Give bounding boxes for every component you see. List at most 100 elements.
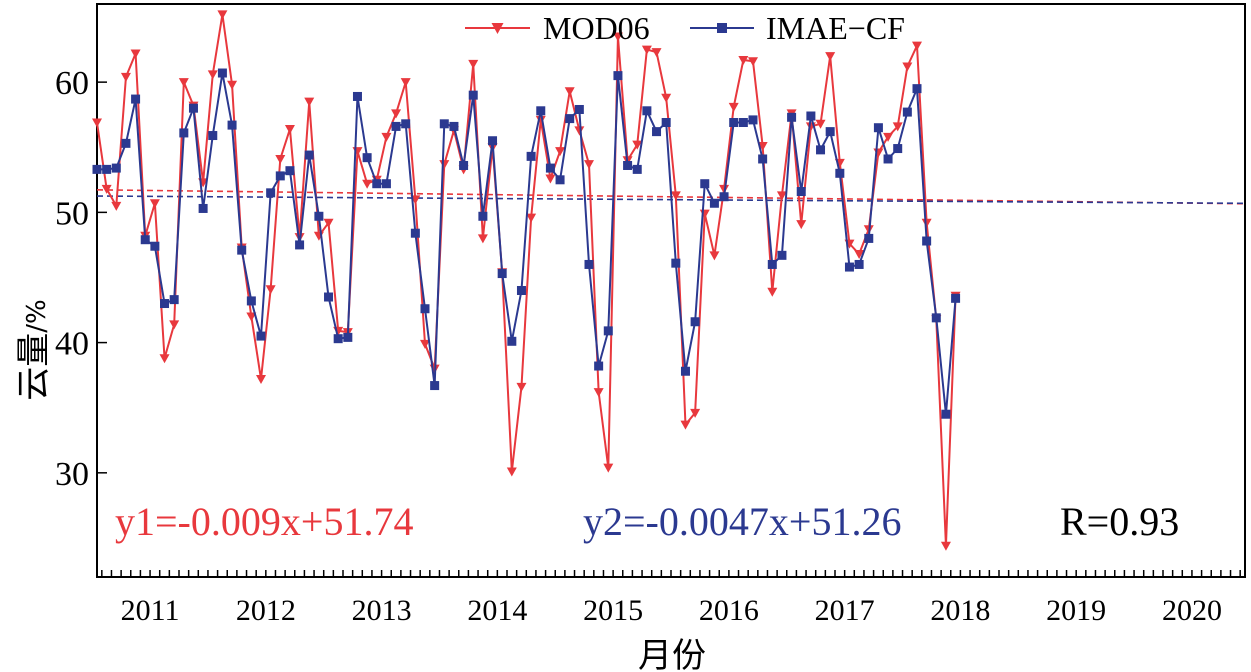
point-0-4 (130, 49, 141, 59)
point-0-64 (709, 251, 720, 261)
point-0-22 (304, 97, 315, 107)
point-0-49 (564, 87, 575, 97)
point-1-1 (102, 164, 112, 174)
point-0-62 (690, 408, 701, 418)
point-1-77 (835, 168, 845, 178)
point-1-67 (738, 118, 748, 128)
point-0-69 (757, 141, 768, 151)
point-0-79 (854, 250, 865, 260)
point-0-73 (796, 220, 807, 230)
y-axis-title: 云量/% (14, 299, 54, 400)
point-1-26 (343, 332, 353, 342)
point-1-51 (584, 259, 594, 269)
series-line-1 (97, 72, 957, 415)
point-0-76 (825, 52, 836, 62)
point-0-75 (815, 119, 826, 129)
point-0-66 (728, 102, 739, 112)
point-1-17 (256, 331, 266, 341)
point-0-12 (207, 70, 218, 80)
point-1-85 (912, 84, 922, 94)
point-1-63 (700, 179, 710, 189)
point-1-53 (603, 326, 613, 336)
point-0-8 (169, 320, 180, 330)
point-0-54 (612, 32, 623, 42)
point-0-71 (776, 191, 787, 201)
point-1-43 (507, 336, 517, 346)
point-0-16 (246, 312, 257, 322)
point-1-82 (883, 154, 893, 164)
y-axis-title-main: 云量 (14, 333, 54, 401)
legend-marker-0 (491, 23, 504, 34)
legend-label-0: MOD06 (543, 10, 650, 46)
point-0-68 (748, 57, 758, 67)
point-0-0 (92, 118, 102, 128)
point-1-20 (285, 166, 295, 176)
point-1-29 (372, 179, 382, 189)
point-1-36 (439, 119, 449, 129)
point-0-52 (593, 388, 604, 398)
legend-label-1: IMAE−CF (766, 10, 905, 46)
y-tick-label-40: 40 (55, 326, 89, 363)
point-0-43 (506, 467, 517, 477)
point-0-48 (555, 147, 566, 157)
equation-mod06: y1=-0.009x+51.74 (115, 499, 413, 544)
x-tick-label-2014: 2014 (467, 594, 527, 627)
point-0-28 (362, 179, 373, 189)
point-0-86 (921, 218, 932, 228)
point-1-9 (179, 128, 189, 138)
point-1-59 (661, 118, 671, 128)
point-1-79 (854, 259, 864, 269)
point-1-30 (381, 179, 391, 189)
point-1-81 (873, 123, 883, 133)
x-tick-label-2017: 2017 (815, 594, 875, 627)
point-1-44 (516, 286, 526, 295)
x-tick-label-2012: 2012 (236, 594, 296, 627)
point-1-40 (478, 211, 488, 221)
point-1-45 (526, 151, 536, 161)
point-0-27 (352, 147, 363, 157)
point-0-7 (159, 354, 170, 364)
point-1-78 (844, 262, 854, 272)
point-1-10 (188, 103, 198, 113)
point-0-67 (738, 55, 749, 65)
x-tick-label-2019: 2019 (1046, 594, 1106, 627)
point-1-80 (864, 233, 874, 243)
point-1-54 (613, 71, 623, 81)
point-1-23 (314, 211, 324, 221)
point-0-18 (265, 285, 276, 295)
point-1-89 (951, 293, 961, 303)
point-1-49 (565, 114, 575, 124)
point-0-9 (178, 78, 189, 88)
point-0-6 (149, 199, 160, 209)
point-0-45 (526, 213, 537, 223)
point-1-28 (362, 153, 372, 163)
point-1-72 (787, 112, 797, 122)
point-1-24 (324, 292, 334, 302)
point-1-42 (497, 269, 507, 279)
legend-marker-1 (717, 23, 727, 33)
point-1-66 (729, 118, 739, 128)
point-1-3 (121, 138, 131, 148)
point-1-18 (266, 188, 276, 198)
point-1-69 (758, 154, 768, 164)
point-1-86 (922, 236, 932, 246)
point-0-83 (892, 122, 903, 132)
point-0-36 (439, 160, 450, 170)
point-0-50 (574, 126, 585, 136)
point-1-11 (198, 203, 208, 213)
point-0-44 (516, 382, 527, 392)
point-1-71 (777, 250, 787, 260)
point-1-65 (719, 192, 729, 202)
x-axis-title: 月份 (638, 636, 706, 672)
point-1-68 (748, 115, 758, 125)
point-1-21 (295, 240, 305, 250)
point-1-58 (652, 127, 662, 137)
point-1-34 (420, 304, 430, 314)
point-0-61 (680, 420, 691, 430)
y-tick-label-60: 60 (55, 65, 89, 102)
point-1-19 (275, 171, 285, 181)
series-markers-0 (92, 10, 961, 551)
point-1-16 (246, 296, 256, 306)
x-tick-label-2020: 2020 (1162, 594, 1222, 627)
x-tick-label-2016: 2016 (699, 594, 759, 627)
